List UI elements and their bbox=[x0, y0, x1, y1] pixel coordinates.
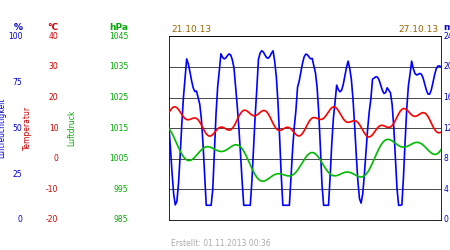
Text: 0: 0 bbox=[443, 216, 448, 224]
Text: 8: 8 bbox=[443, 154, 448, 163]
Text: 10: 10 bbox=[49, 124, 58, 132]
Text: Luftdruck: Luftdruck bbox=[68, 110, 76, 146]
Text: 1035: 1035 bbox=[109, 62, 128, 72]
Text: 995: 995 bbox=[113, 185, 128, 194]
Text: 0: 0 bbox=[54, 154, 58, 163]
Text: Erstellt: 01.11.2013 00:36: Erstellt: 01.11.2013 00:36 bbox=[171, 238, 271, 248]
Text: 1045: 1045 bbox=[109, 32, 128, 41]
Text: 50: 50 bbox=[13, 124, 22, 132]
Text: 12: 12 bbox=[443, 124, 450, 132]
Text: °C: °C bbox=[47, 22, 58, 32]
Text: 24: 24 bbox=[443, 32, 450, 41]
Text: %: % bbox=[14, 22, 22, 32]
Text: 75: 75 bbox=[13, 78, 22, 87]
Text: 20: 20 bbox=[443, 62, 450, 72]
Text: 25: 25 bbox=[13, 170, 22, 178]
Text: 0: 0 bbox=[18, 216, 22, 224]
Text: -10: -10 bbox=[46, 185, 58, 194]
Text: 27.10.13: 27.10.13 bbox=[399, 25, 439, 34]
Text: mm/h: mm/h bbox=[443, 22, 450, 32]
Text: 21.10.13: 21.10.13 bbox=[171, 25, 211, 34]
Text: hPa: hPa bbox=[109, 22, 128, 32]
Text: 1005: 1005 bbox=[109, 154, 128, 163]
Text: -20: -20 bbox=[46, 216, 58, 224]
Text: 40: 40 bbox=[49, 32, 58, 41]
Text: 1015: 1015 bbox=[109, 124, 128, 132]
Text: Luftfeuchtigkeit: Luftfeuchtigkeit bbox=[0, 98, 6, 158]
Text: Temperatur: Temperatur bbox=[22, 106, 32, 150]
Text: 30: 30 bbox=[49, 62, 58, 72]
Text: 1025: 1025 bbox=[109, 93, 128, 102]
Text: 20: 20 bbox=[49, 93, 58, 102]
Text: 985: 985 bbox=[114, 216, 128, 224]
Text: 16: 16 bbox=[443, 93, 450, 102]
Text: 4: 4 bbox=[443, 185, 448, 194]
Text: 100: 100 bbox=[8, 32, 22, 41]
